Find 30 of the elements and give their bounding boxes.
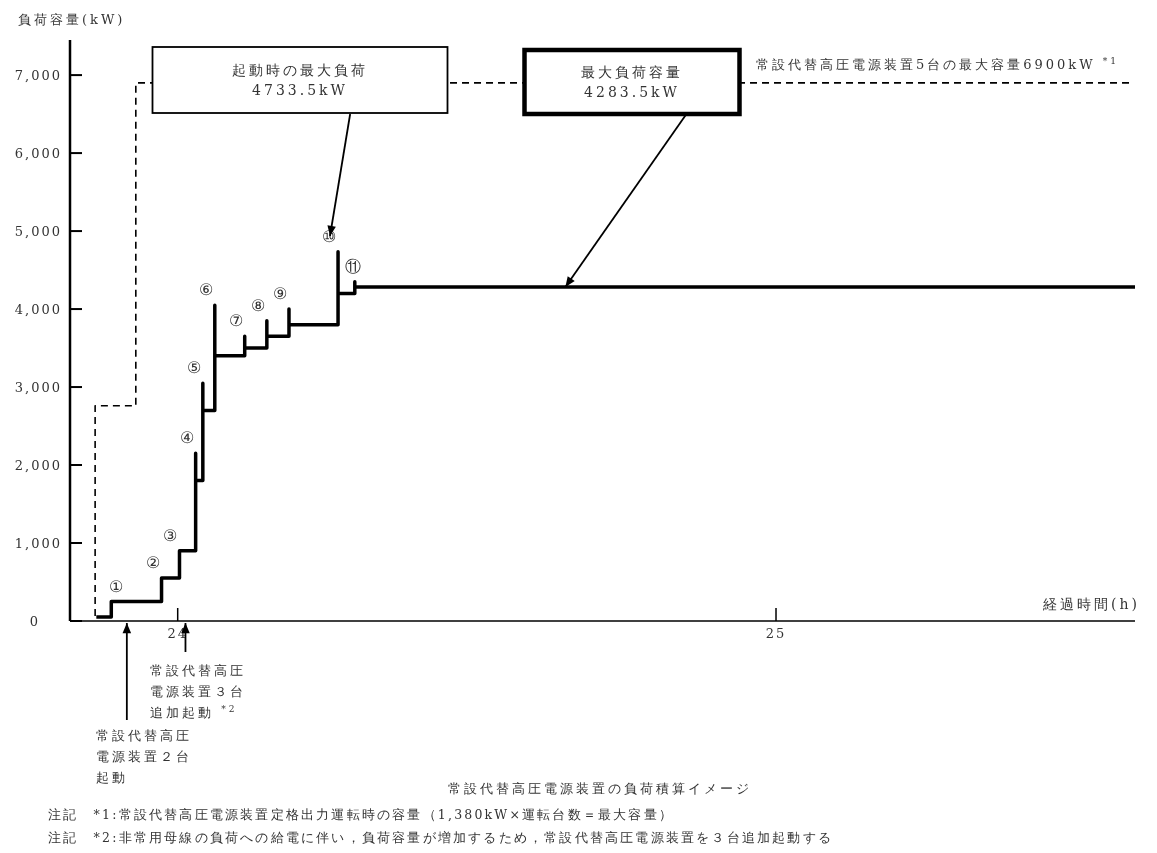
- annotation: 最大負荷容量 4283.5kW: [581, 64, 683, 100]
- y-tick-label: 0: [29, 614, 40, 629]
- text: 常設代替高圧電源装置の負荷積算イメージ: [448, 781, 752, 796]
- annotation: ⑥: [198, 280, 213, 300]
- annotation: ③: [163, 525, 178, 545]
- text: 常設代替高圧電源装置２台起動: [96, 728, 192, 785]
- annotation: ⑦: [228, 311, 243, 331]
- y-tick-label: 5,000: [14, 224, 62, 240]
- annotation: ⑪: [344, 256, 361, 276]
- annotation: ①: [109, 576, 124, 596]
- y-tick-label: 7,000: [14, 68, 62, 84]
- annotation: ⑤: [186, 358, 201, 378]
- annotation: ⑩: [322, 226, 337, 246]
- y-tick-label: 3,000: [14, 380, 62, 396]
- x-tick-label: 25: [765, 626, 787, 641]
- text: 常設代替高圧電源装置３台追加起動 $^{*2}$: [150, 663, 246, 720]
- annotation: ②: [145, 553, 160, 573]
- y-axis-title: 負荷容量(kW): [18, 12, 126, 27]
- text: 注記 *2:非常用母線の負荷への給電に伴い，負荷容量が増加するため，常設代替高圧電源装置を３台追加起動する: [48, 830, 834, 845]
- annotation: ⑨: [272, 284, 287, 304]
- annotation: 起動時の最大負荷 4733.5kW: [232, 62, 368, 98]
- y-tick-label: 4,000: [14, 302, 62, 318]
- y-tick-label: 1,000: [14, 536, 62, 552]
- x-axis-title: 経過時間(h): [1042, 596, 1140, 612]
- y-tick-label: 6,000: [14, 146, 62, 162]
- annotation: ⑧: [250, 295, 265, 315]
- y-tick-label: 2,000: [14, 458, 62, 474]
- text: 注記 *1:常設代替高圧電源装置定格出力運転時の容量（1,380kW×運転台数＝最大容量）: [48, 807, 675, 822]
- annotation: ④: [179, 428, 194, 448]
- series-label: 常設代替高圧電源装置5台の最大容量6900kW $^{*1}$: [755, 55, 1120, 72]
